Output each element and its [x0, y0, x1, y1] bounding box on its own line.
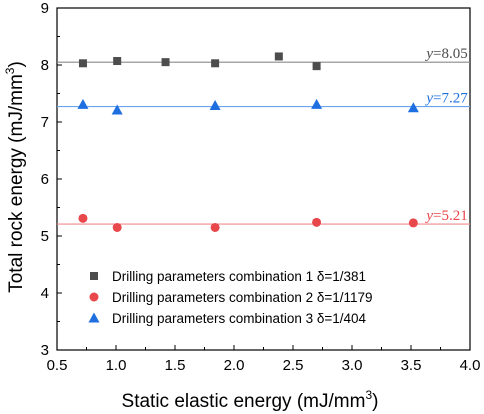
data-point-series-1 — [78, 59, 87, 68]
legend-label-series-1: Drilling parameters combination 1 δ=1/38… — [112, 269, 366, 284]
legend-label-series-3: Drilling parameters combination 3 δ=1/40… — [112, 311, 367, 326]
x-tick-label: 2.0 — [224, 357, 245, 374]
data-point-series-3 — [111, 104, 123, 115]
plot-area: 0.5 1.0 1.5 2.0 2.5 3.0 3.5 4.0 3 4 5 6 7 8 9 y=8.05 y=5… — [41, 0, 481, 374]
x-axis-title: Static elastic energy (mJ/mm3) — [122, 388, 379, 412]
data-point-series-2 — [210, 222, 220, 232]
y-tick-label: 4 — [41, 285, 49, 302]
legend-marker-series-3 — [88, 312, 100, 323]
data-point-series-1 — [113, 57, 122, 66]
x-tick-label: 3.5 — [401, 357, 422, 374]
legend-marker-series-2 — [89, 292, 99, 302]
data-point-series-3 — [311, 98, 323, 109]
x-tick-label: 2.5 — [283, 357, 304, 374]
data-point-series-2 — [112, 222, 122, 232]
y-tick-label: 3 — [41, 342, 49, 359]
x-tick-label: 3.0 — [342, 357, 363, 374]
y-tick-label: 7 — [41, 114, 49, 131]
data-point-series-1 — [274, 52, 283, 61]
data-point-series-3 — [407, 102, 419, 113]
fit-label-series-3: y=7.27 — [424, 91, 468, 107]
x-tick-label: 0.5 — [47, 357, 68, 374]
fit-label-series-1: y=8.05 — [424, 46, 467, 62]
legend-marker-series-1 — [90, 272, 98, 280]
fit-label-series-2: y=5.21 — [424, 208, 467, 224]
x-tick-label: 1.5 — [165, 357, 186, 374]
legend-label-series-2: Drilling parameters combination 2 δ=1/11… — [112, 290, 373, 305]
y-tick-label: 6 — [41, 171, 49, 188]
y-axis-title: Total rock energy (mJ/mm3) — [3, 61, 27, 293]
data-point-series-2 — [408, 218, 418, 228]
data-point-series-1 — [211, 59, 220, 68]
data-point-series-1 — [312, 62, 321, 71]
x-tick-label: 1.0 — [106, 357, 127, 374]
x-tick-label: 4.0 — [460, 357, 481, 374]
data-point-series-2 — [312, 217, 322, 227]
y-tick-label: 8 — [41, 57, 49, 74]
data-point-series-3 — [77, 98, 89, 109]
data-point-series-1 — [161, 58, 170, 67]
data-point-series-2 — [78, 213, 88, 223]
legend: Drilling parameters combination 1 δ=1/38… — [88, 269, 373, 326]
y-tick-label: 9 — [41, 0, 49, 17]
data-point-series-3 — [209, 99, 221, 110]
y-tick-label: 5 — [41, 228, 49, 245]
